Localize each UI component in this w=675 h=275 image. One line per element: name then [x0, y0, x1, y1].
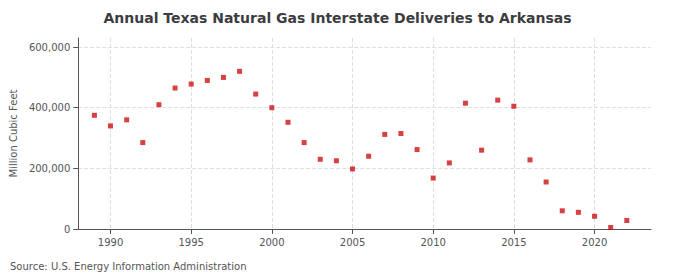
svg-text:2010: 2010	[420, 237, 445, 248]
svg-text:Million Cubic Feet: Million Cubic Feet	[8, 89, 19, 177]
svg-text:1990: 1990	[98, 237, 123, 248]
svg-text:1995: 1995	[178, 237, 203, 248]
svg-text:2020: 2020	[582, 237, 607, 248]
svg-text:400,000: 400,000	[29, 102, 70, 113]
svg-text:2000: 2000	[259, 237, 284, 248]
svg-text:200,000: 200,000	[29, 163, 70, 174]
svg-text:2015: 2015	[501, 237, 526, 248]
svg-text:600,000: 600,000	[29, 42, 70, 53]
svg-text:2005: 2005	[340, 237, 365, 248]
svg-text:0: 0	[64, 224, 70, 235]
svg-text:Source: U.S. Energy Informatio: Source: U.S. Energy Information Administ…	[10, 261, 247, 272]
svg-text:Annual Texas Natural Gas Inter: Annual Texas Natural Gas Interstate Deli…	[103, 10, 571, 26]
